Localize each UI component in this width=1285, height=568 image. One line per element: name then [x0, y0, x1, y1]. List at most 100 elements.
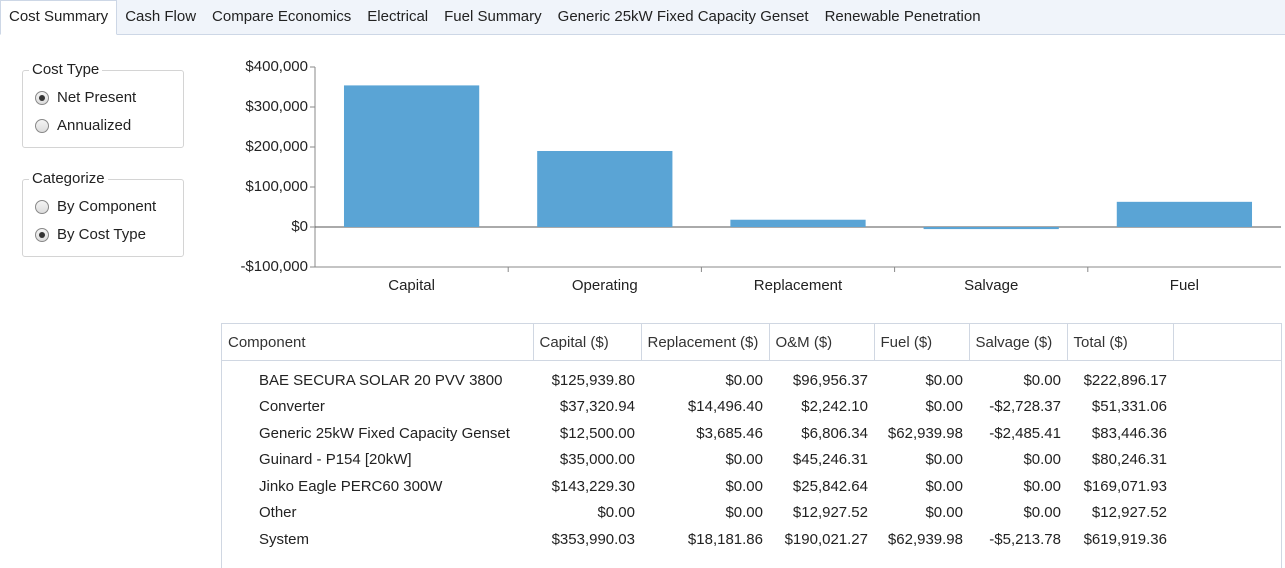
table-cell: $51,331.06 [1091, 398, 1167, 416]
table-cell: $0.00 [1023, 451, 1061, 469]
table-cell-empty [1173, 447, 1281, 474]
table-cell: $12,927.52 [1091, 504, 1167, 522]
table-cell: $6,806.34 [801, 424, 868, 442]
tab[interactable]: Generic 25kW Fixed Capacity Genset [557, 8, 809, 25]
table-cell: $0.00 [725, 451, 763, 469]
column-header: Capital ($) [533, 324, 642, 361]
table-cell: $12,927.52 [792, 504, 868, 522]
table-cell: Guinard - P154 [20kW] [259, 451, 412, 469]
tab[interactable]: Compare Economics [212, 8, 352, 25]
header-row: Component Capital ($) Replacement ($) O&M (… [222, 324, 1281, 361]
radio-option[interactable]: By Cost Type [35, 225, 146, 245]
column-header: Fuel ($) [874, 324, 970, 361]
table-cell: $80,246.31 [1091, 451, 1167, 469]
table-row: BAE SECURA SOLAR 20 PVV 3800 $125,939.80 $… [222, 361, 1281, 394]
radio-label: Annualized [57, 117, 132, 134]
radio-label: Net Present [57, 89, 137, 106]
table-cell: $0.00 [1023, 504, 1061, 522]
table-cell: -$2,485.41 [989, 424, 1061, 442]
table-cell: $0.00 [1023, 371, 1061, 389]
bar [343, 85, 480, 227]
table-row: Other $0.00 $0.00 $12,927.52 $0.00 $0.00 $12,9… [222, 500, 1281, 527]
table-cell: Other [259, 504, 297, 522]
tab[interactable]: Fuel Summary [444, 8, 542, 25]
column-header-empty [1173, 324, 1281, 361]
table-cell: $0.00 [1023, 477, 1061, 495]
table-cell-empty [1173, 420, 1281, 447]
column-header: Total ($) [1067, 324, 1174, 361]
table-cell: Converter [259, 398, 325, 416]
table-cell-empty [1173, 394, 1281, 421]
table-cell: $0.00 [925, 371, 963, 389]
table-row: Converter $37,320.94 $14,496.40 $2,242.10 $0… [222, 394, 1281, 421]
bar [537, 150, 673, 227]
bar [923, 227, 1059, 230]
table-cell: $143,229.30 [551, 477, 635, 495]
table-cell: $125,939.80 [551, 371, 635, 389]
x-tick-label: Operating [572, 277, 638, 294]
radio-button[interactable] [35, 200, 49, 214]
bar [730, 219, 866, 227]
radio-label: By Cost Type [57, 226, 146, 243]
x-tick-label: Capital [388, 277, 435, 294]
table-cell: $12,500.00 [559, 424, 635, 442]
cost-table: Component Capital ($) Replacement ($) O&M (… [221, 323, 1282, 568]
tab[interactable]: Renewable Penetration [824, 8, 981, 25]
radio-option[interactable]: By Component [35, 197, 156, 217]
table-cell: $14,496.40 [687, 398, 763, 416]
table-cell: $25,842.64 [792, 477, 868, 495]
tab-bar: Cost Summary Cash Flow Compare Economics El… [0, 0, 1285, 35]
table-cell-empty [1173, 473, 1281, 500]
table-cell: $96,956.37 [792, 371, 868, 389]
table-cell: $222,896.17 [1083, 371, 1167, 389]
table-cell: $0.00 [925, 504, 963, 522]
table-cell: $0.00 [925, 398, 963, 416]
group-title: Cost Type [29, 61, 103, 79]
table-cell-empty [1173, 361, 1281, 394]
table-cell: $0.00 [725, 477, 763, 495]
table-row: Jinko Eagle PERC60 300W $143,229.30 $0.00 $… [222, 473, 1281, 500]
column-header: O&M ($) [769, 324, 875, 361]
tab[interactable]: Cash Flow [125, 8, 197, 25]
y-tick-label: $0 [291, 218, 308, 235]
radio-label: By Component [57, 198, 157, 215]
group-title: Categorize [29, 170, 108, 188]
table-cell: $3,685.46 [696, 424, 763, 442]
column-header: Component [222, 324, 534, 361]
table-cell-empty [1173, 500, 1281, 527]
table-cell: $353,990.03 [551, 530, 635, 548]
x-tick-label: Salvage [964, 277, 1018, 294]
table-cell: $619,919.36 [1083, 530, 1167, 548]
tab[interactable]: Electrical [367, 8, 429, 25]
radio-option[interactable]: Annualized [35, 116, 131, 136]
radio-option[interactable]: Net Present [35, 88, 136, 108]
tab[interactable]: Cost Summary [0, 0, 118, 35]
table-body: BAE SECURA SOLAR 20 PVV 3800 $125,939.80 $… [222, 361, 1281, 553]
y-tick-label: -$100,000 [240, 258, 308, 275]
radio-button[interactable] [35, 228, 49, 242]
table-cell: $169,071.93 [1083, 477, 1167, 495]
table-cell: BAE SECURA SOLAR 20 PVV 3800 [259, 371, 503, 389]
table-cell: $37,320.94 [559, 398, 635, 416]
table-row: Generic 25kW Fixed Capacity Genset $12,50… [222, 420, 1281, 447]
table-cell: $0.00 [925, 477, 963, 495]
table-cell-empty [1173, 526, 1281, 553]
y-tick-label: $100,000 [245, 178, 308, 195]
column-header: Salvage ($) [969, 324, 1068, 361]
table-cell: -$2,728.37 [989, 398, 1061, 416]
radio-button[interactable] [35, 119, 49, 133]
table-cell: $0.00 [597, 504, 635, 522]
cost-chart: -$100,000 $0 $100,000 $200,000 $300,000 $400,… [240, 58, 1281, 294]
table-row: System $353,990.03 $18,181.86 $190,021.27 $6… [222, 526, 1281, 553]
table-cell: $0.00 [925, 451, 963, 469]
table-cell: -$5,213.78 [989, 530, 1061, 548]
y-tick-label: $400,000 [245, 58, 308, 75]
radio-button[interactable] [35, 91, 49, 105]
table-cell: $0.00 [725, 371, 763, 389]
x-tick-label: Replacement [754, 277, 843, 294]
table-cell: $2,242.10 [801, 398, 868, 416]
table-cell: $18,181.86 [687, 530, 763, 548]
column-header: Replacement ($) [641, 324, 770, 361]
table-cell: $35,000.00 [559, 451, 635, 469]
